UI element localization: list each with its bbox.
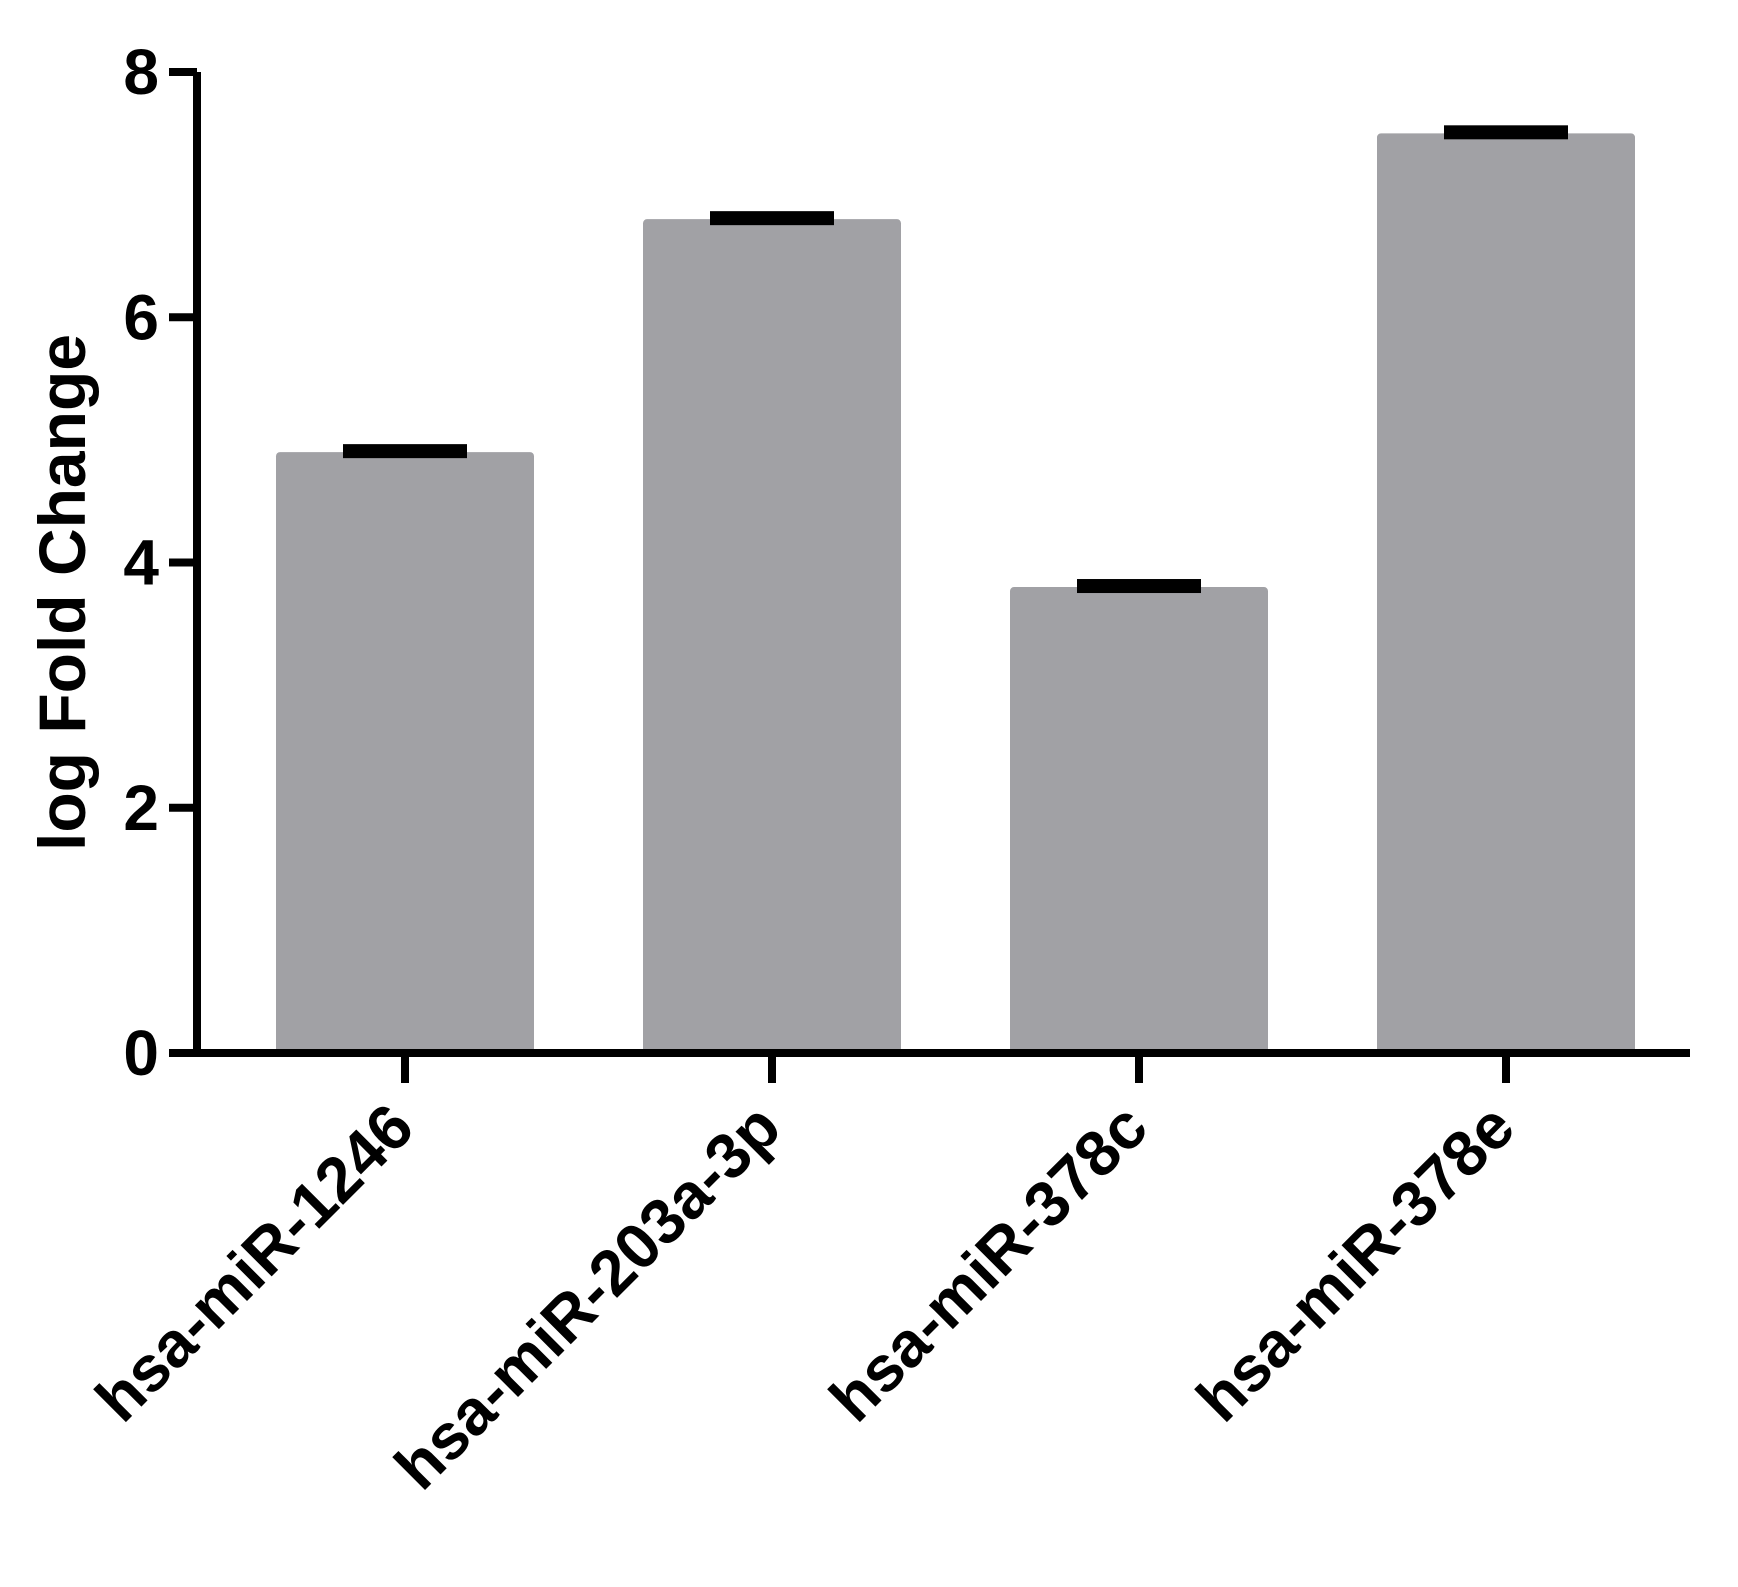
y-axis-title: log Fold Change — [25, 334, 99, 851]
bars-layer — [276, 133, 1635, 1053]
error-bar-1 — [343, 444, 467, 459]
y-ticks: 0 2 4 6 8 — [123, 36, 197, 1089]
bar-3 — [1010, 587, 1268, 1053]
error-bar-4 — [1444, 125, 1568, 140]
bar-4 — [1377, 133, 1635, 1053]
x-tick-label-1: hsa-miR-1246 — [82, 1090, 427, 1435]
y-tick-label-3: 6 — [123, 281, 159, 353]
error-bars-layer — [343, 125, 1568, 594]
y-tick-label-4: 8 — [123, 36, 159, 108]
bar-2 — [643, 219, 901, 1053]
y-tick-label-1: 2 — [123, 772, 159, 844]
x-tick-label-2: hsa-miR-203a-3p — [381, 1090, 794, 1503]
y-tick-label-0: 0 — [123, 1017, 159, 1089]
y-tick-label-2: 4 — [123, 527, 159, 599]
bar-1 — [276, 452, 534, 1053]
error-bar-3 — [1077, 579, 1201, 594]
x-tick-label-4: hsa-miR-378e — [1183, 1090, 1528, 1435]
error-bar-2 — [710, 211, 834, 226]
x-tick-label-3: hsa-miR-378c — [816, 1090, 1161, 1435]
